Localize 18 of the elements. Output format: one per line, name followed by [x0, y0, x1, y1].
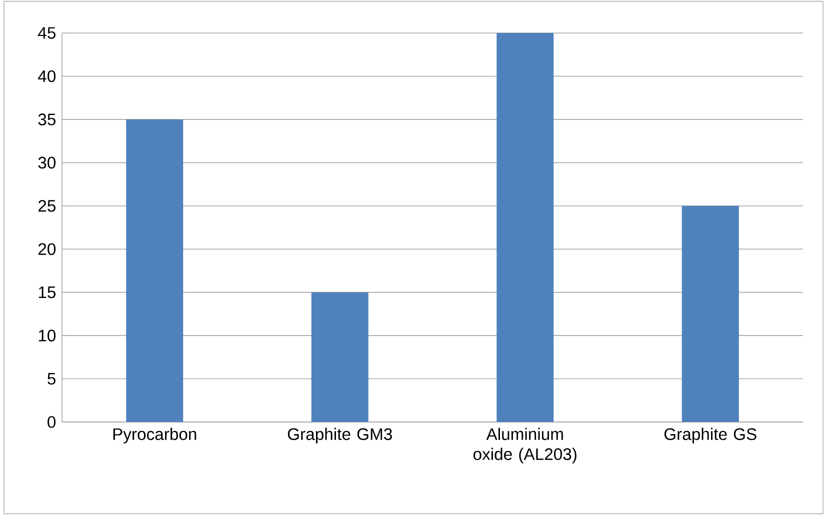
x-tick-label: Pyrocarbon: [113, 428, 196, 444]
y-tick-label: 20: [38, 243, 56, 256]
bar: [496, 33, 554, 422]
y-tick-label: 45: [38, 27, 56, 39]
bar: [126, 119, 184, 422]
y-tick-label: 5: [48, 372, 56, 385]
x-tick-label: Graphite GS: [664, 428, 756, 444]
bar: [682, 206, 739, 422]
x-tick-label: Graphite GM3: [288, 428, 392, 444]
y-tick-label: 15: [38, 286, 56, 298]
y-tick-label: 30: [38, 156, 56, 169]
y-tick-label: 10: [38, 330, 56, 342]
y-tick-label: 25: [38, 200, 56, 212]
x-tick-label: Aluminium oxide (AL203): [473, 428, 576, 464]
y-tick-label: 35: [38, 114, 56, 126]
bar: [311, 292, 368, 422]
y-tick-label: 0: [48, 416, 56, 428]
y-tick-label: 40: [38, 70, 56, 82]
